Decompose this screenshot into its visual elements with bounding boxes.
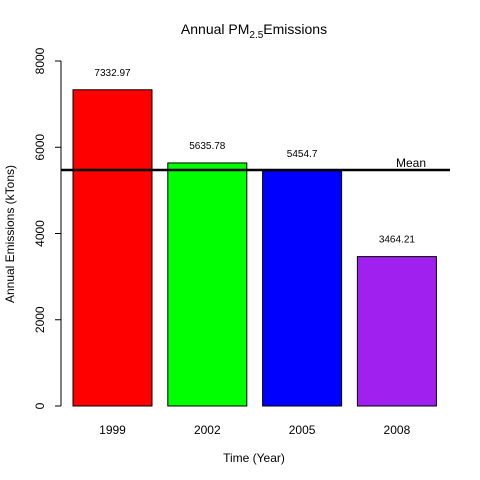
category-label-1999: 1999: [99, 423, 126, 437]
mean-label: Mean: [396, 156, 426, 170]
y-tick-label-8000: 8000: [33, 47, 47, 74]
bar-1999: [72, 89, 153, 407]
data-label-2002: 5635.78: [189, 141, 226, 152]
chart-title-subscript: 2.5: [249, 30, 263, 41]
category-label-2008: 2008: [384, 423, 411, 437]
category-labels-group: 1999 2002 2005 2008: [99, 423, 410, 437]
data-labels-group: 7332.97 5635.78 5454.7 3464.21: [94, 68, 415, 246]
y-axis: 0 2000 4000 6000 8000: [33, 47, 62, 409]
chart-title-suffix: Emissions: [263, 21, 327, 37]
chart-title-main: Annual PM: [181, 21, 249, 37]
chart-title: Annual PM2.5Emissions: [181, 21, 327, 41]
data-label-2008: 3464.21: [379, 235, 416, 246]
y-tick-label-6000: 6000: [33, 134, 47, 161]
data-label-2005: 5454.7: [287, 149, 318, 160]
y-axis-label: Annual Emissions (kTons): [3, 165, 17, 303]
bar-2008: [356, 256, 437, 407]
x-axis-label: Time (Year): [223, 451, 285, 465]
bar-2005: [262, 170, 343, 407]
bar-2002: [167, 162, 248, 407]
bars-group: [72, 89, 437, 407]
category-label-2005: 2005: [289, 423, 316, 437]
y-tick-label-4000: 4000: [33, 220, 47, 247]
y-tick-label-2000: 2000: [33, 306, 47, 333]
category-label-2002: 2002: [194, 423, 221, 437]
y-tick-label-0: 0: [33, 402, 47, 409]
y-ticks-group: 0 2000 4000 6000 8000: [33, 47, 61, 409]
data-label-1999: 7332.97: [94, 68, 131, 79]
